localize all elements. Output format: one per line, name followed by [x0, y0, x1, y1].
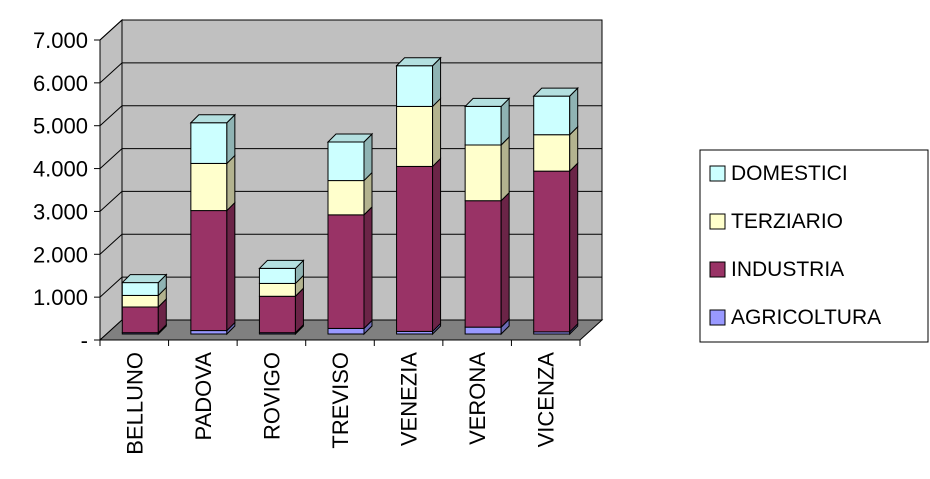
- bar-venezia-domestici: [396, 65, 434, 107]
- bar-padova-industria-side: [226, 201, 236, 332]
- gridline: [99, 276, 602, 298]
- y-tick-labels: - 1.000 2.000 3.000 4.000 5.000 6.000 7.000: [33, 28, 88, 353]
- bar-verona-terziario: [464, 144, 502, 202]
- x-tick-label-verona: VERONA: [465, 352, 490, 445]
- bar-padova-terziario-side: [226, 154, 236, 212]
- bar-venezia-terziario: [396, 105, 434, 167]
- gridline: [99, 233, 602, 255]
- legend-swatch-terziario: [709, 213, 726, 230]
- bar-verona-agricoltura: [464, 326, 502, 335]
- legend-swatch-agricoltura: [709, 309, 726, 326]
- bar-venezia-industria-side: [432, 157, 442, 333]
- legend-swatch-industria: [709, 261, 726, 278]
- legend: DOMESTICI TERZIARIO INDUSTRIA AGRICOLTURA: [699, 149, 929, 343]
- bar-verona-domestici: [464, 105, 502, 146]
- gridlines: [99, 19, 602, 298]
- legend-label-agricoltura: AGRICOLTURA: [731, 306, 881, 329]
- x-tick-label-venezia: VENEZIA: [397, 352, 422, 446]
- bar-vicenza-domestici: [533, 95, 571, 136]
- bar-treviso-agricoltura: [327, 327, 365, 335]
- x-tick-label-padova: PADOVA: [191, 352, 216, 441]
- bar-rovigo-domestici-top: [258, 259, 305, 269]
- x-tick-label-rovigo: ROVIGO: [259, 352, 284, 440]
- bar-treviso-industria: [327, 214, 365, 329]
- gridline: [99, 105, 602, 127]
- bar-padova-terziario: [190, 162, 228, 212]
- legend-box: [699, 149, 929, 343]
- bar-belluno-industria: [121, 306, 159, 334]
- bar-treviso-terziario: [327, 180, 365, 216]
- y-tick-label: -: [81, 328, 88, 353]
- y-tick-label: 3.000: [33, 199, 88, 224]
- x-tick-label-vicenza: VICENZA: [534, 352, 559, 448]
- bar-rovigo-terziario: [258, 282, 296, 297]
- bar-verona-industria: [464, 200, 502, 328]
- y-tick-label: 5.000: [33, 114, 88, 139]
- bar-padova-domestici: [190, 122, 228, 164]
- bar-vicenza-domestici-top: [532, 87, 579, 97]
- bar-verona-domestici-top: [463, 97, 511, 107]
- y-tick-label: 7.000: [33, 28, 88, 53]
- legend-label-industria: INDUSTRIA: [731, 258, 844, 281]
- bar-venezia-terziario-side: [432, 97, 442, 168]
- legend-swatch-domestici: [709, 165, 726, 182]
- side-wall: [99, 18, 123, 342]
- legend-label-terziario: TERZIARIO: [731, 210, 843, 233]
- bar-rovigo-industria: [258, 295, 296, 334]
- bar-belluno-domestici: [121, 282, 159, 296]
- bar-vicenza-industria-side: [569, 161, 579, 334]
- y-tick-label: 1.000: [33, 285, 88, 310]
- gridline: [99, 19, 602, 41]
- bar-venezia-industria: [396, 165, 434, 332]
- bar-treviso-industria-side: [363, 205, 373, 330]
- bar-vicenza-terziario: [533, 134, 571, 172]
- bar-rovigo-domestici: [258, 267, 296, 284]
- bar-treviso-domestici: [327, 141, 365, 182]
- bars: [121, 56, 579, 336]
- bar-vicenza-industria: [533, 170, 571, 333]
- x-tick-labels: BELLUNO PADOVA ROVIGO TREVISO VENEZIA VERONA V…: [122, 352, 558, 455]
- legend-label-domestici: DOMESTICI: [731, 162, 848, 185]
- gridline: [99, 148, 602, 169]
- bar-belluno-domestici-top: [121, 274, 168, 284]
- bar-treviso-domestici-top: [326, 133, 374, 143]
- y-tick-label: 4.000: [33, 157, 88, 182]
- bar-verona-industria-side: [500, 191, 510, 329]
- x-tick-label-belluno: BELLUNO: [122, 352, 147, 455]
- y-tick-label: 2.000: [33, 242, 88, 267]
- y-tick-label: 6.000: [33, 71, 88, 96]
- bar-padova-industria: [190, 210, 228, 332]
- bar-venezia-domestici-top: [395, 57, 442, 67]
- bar-padova-agricoltura: [190, 330, 228, 335]
- gridline: [99, 190, 602, 212]
- bar-belluno-terziario: [121, 294, 159, 308]
- bar-padova-domestici-top: [189, 114, 237, 124]
- gridline: [99, 62, 602, 84]
- x-tick-label-treviso: TREVISO: [328, 352, 353, 449]
- axes: [94, 39, 581, 346]
- bar-verona-terziario-side: [500, 135, 510, 202]
